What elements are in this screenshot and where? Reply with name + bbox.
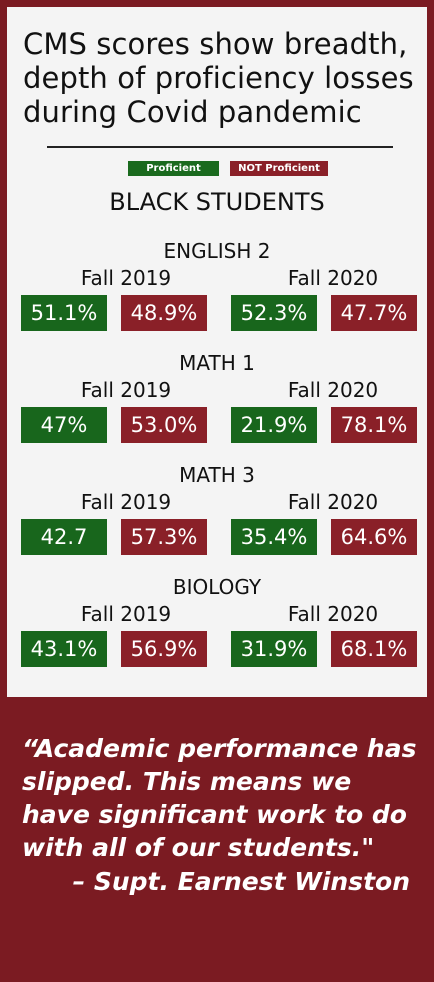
year-label: Fall 2020 <box>287 490 379 514</box>
quote-attribution: – Supt. Earnest Winston <box>72 867 410 896</box>
year-label: Fall 2020 <box>287 602 379 626</box>
not-proficient-value: 53.0% <box>121 407 207 443</box>
year-label: Fall 2019 <box>80 490 172 514</box>
not-proficient-value: 48.9% <box>121 295 207 331</box>
not-proficient-value: 47.7% <box>331 295 417 331</box>
proficient-value: 35.4% <box>231 519 317 555</box>
divider <box>47 146 393 148</box>
year-label: Fall 2019 <box>80 266 172 290</box>
chart-subtitle: BLACK STUDENTS <box>109 188 325 216</box>
legend-proficient: Proficient <box>128 161 219 176</box>
year-label: Fall 2020 <box>287 378 379 402</box>
not-proficient-value: 64.6% <box>331 519 417 555</box>
year-label: Fall 2020 <box>287 266 379 290</box>
proficient-value: 51.1% <box>21 295 107 331</box>
proficient-value: 43.1% <box>21 631 107 667</box>
year-label: Fall 2019 <box>80 378 172 402</box>
subject-title: ENGLISH 2 <box>163 239 271 263</box>
proficient-value: 47% <box>21 407 107 443</box>
not-proficient-value: 78.1% <box>331 407 417 443</box>
subject-title: MATH 3 <box>179 463 255 487</box>
year-label: Fall 2019 <box>80 602 172 626</box>
chart-panel: CMS scores show breadth, depth of profic… <box>7 7 427 697</box>
quote-text: “Academic performance has slipped. This … <box>22 734 417 862</box>
proficient-value: 21.9% <box>231 407 317 443</box>
subject-title: MATH 1 <box>179 351 255 375</box>
proficient-value: 52.3% <box>231 295 317 331</box>
not-proficient-value: 56.9% <box>121 631 207 667</box>
proficient-value: 42.7 <box>21 519 107 555</box>
not-proficient-value: 57.3% <box>121 519 207 555</box>
subject-title: BIOLOGY <box>172 575 262 599</box>
legend-not-proficient: NOT Proficient <box>230 161 328 176</box>
not-proficient-value: 68.1% <box>331 631 417 667</box>
headline: CMS scores show breadth, depth of profic… <box>23 27 414 129</box>
proficient-value: 31.9% <box>231 631 317 667</box>
